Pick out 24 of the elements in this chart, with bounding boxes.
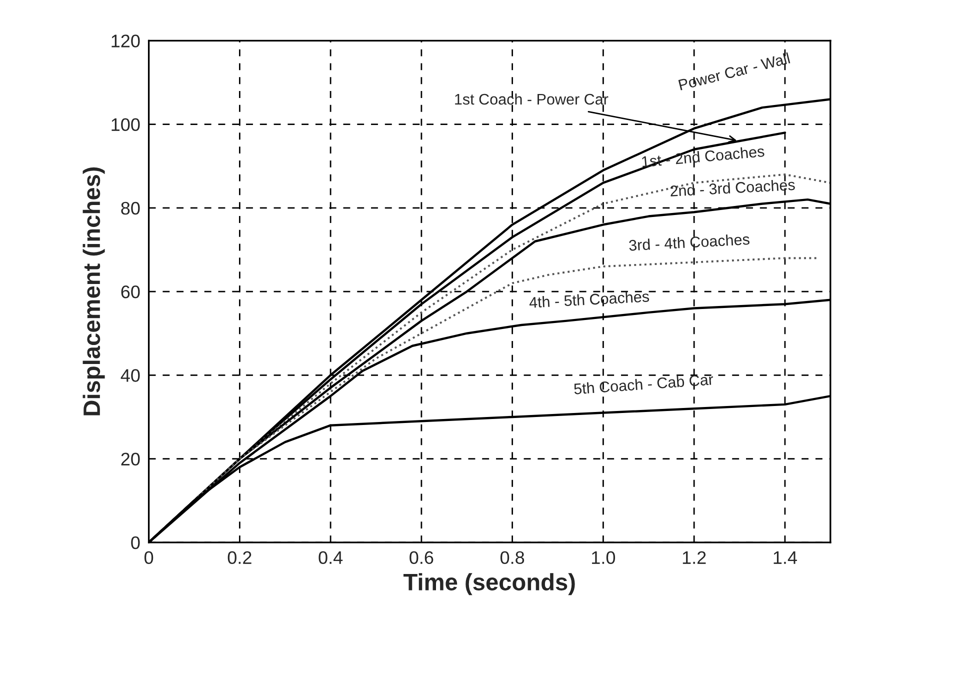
x-tick-label: 0.2 <box>228 551 252 564</box>
y-axis-title: Displacement (inches) <box>82 167 105 416</box>
y-tick-label: 120 <box>112 34 140 48</box>
x-tick-label: 1.0 <box>592 551 616 564</box>
x-tick-label: 1.2 <box>682 551 706 564</box>
annotation: Power Car - Wall <box>678 52 790 90</box>
x-tick-label: 0 <box>144 551 154 564</box>
y-tick-label: 100 <box>112 118 140 132</box>
annotation: 3rd - 4th Coaches <box>628 233 750 251</box>
annotation: 4th - 5th Coaches <box>529 290 650 308</box>
x-tick-label: 0.6 <box>410 551 434 564</box>
annotation: 1st Coach - Power Car <box>455 93 608 105</box>
x-tick-label: 0.4 <box>318 551 343 564</box>
y-tick-label: 40 <box>120 369 140 382</box>
annotation: 2nd - 3rd Coaches <box>670 178 796 197</box>
x-tick-label: 0.8 <box>500 551 524 564</box>
annotation: 1st - 2nd Coaches <box>642 145 764 168</box>
y-tick-label: 0 <box>131 536 140 550</box>
annotation: 5th Coach - Cab Car <box>574 374 714 394</box>
y-tick-label: 60 <box>121 285 140 298</box>
y-tick-label: 20 <box>121 452 140 466</box>
x-axis-title: Time (seconds) <box>403 573 575 596</box>
y-tick-label: 80 <box>121 202 140 215</box>
x-tick-label: 1.4 <box>774 551 797 564</box>
